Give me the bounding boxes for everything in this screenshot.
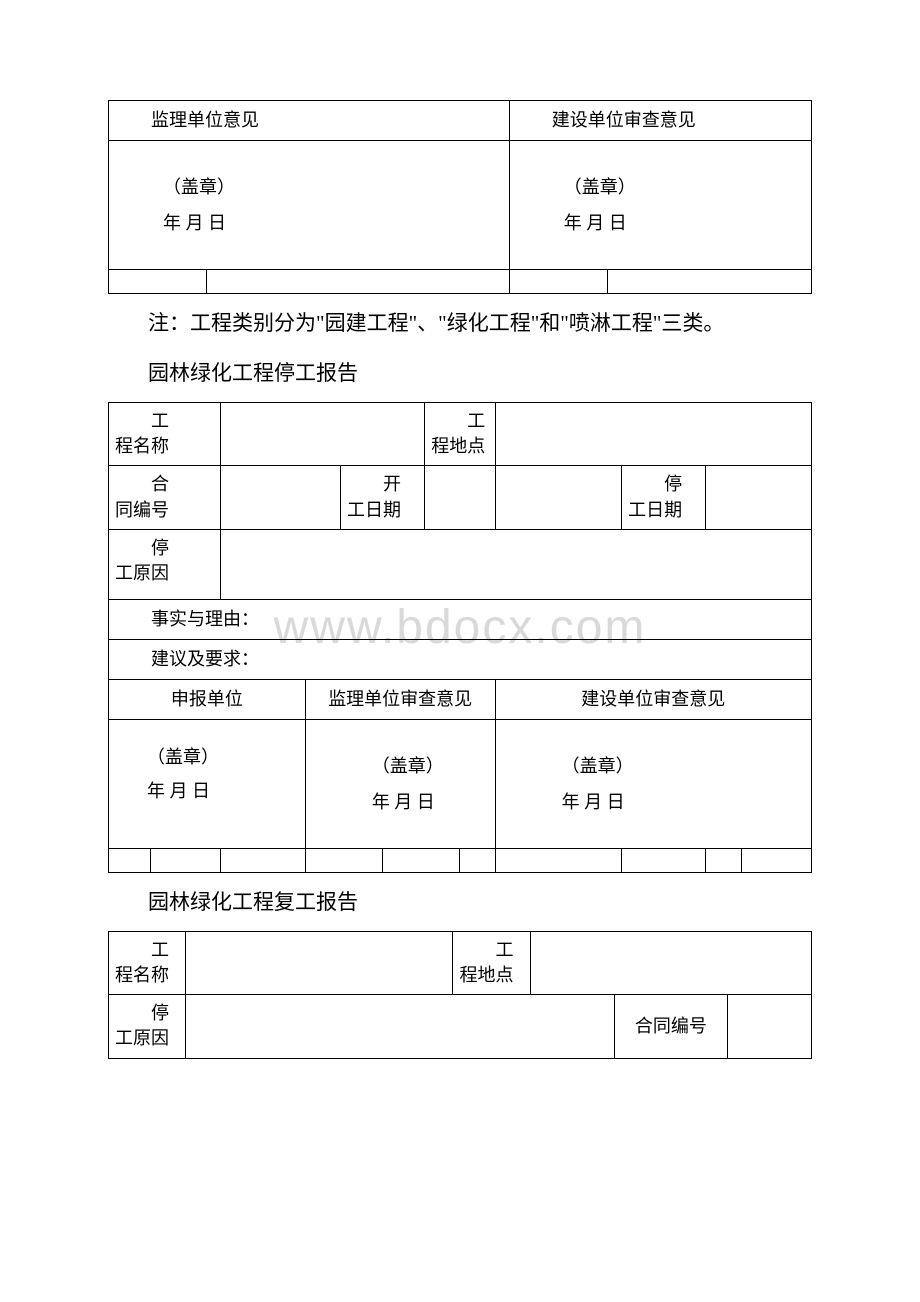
applicant-stamp-cell: （盖章） 年 月 日 [109, 719, 306, 848]
empty-cell [221, 848, 305, 872]
resume-report-table: 工程名称 工程地点 停工原因 合同编号 [108, 931, 812, 1059]
blank-cell [495, 466, 622, 529]
stop-reason-value [186, 995, 615, 1058]
builder-stamp-cell: （盖章） 年 月 日 [509, 141, 811, 270]
note-paragraph: 注：工程类别分为"园建工程"、"绿化工程"和"喷淋工程"三类。 [108, 302, 812, 344]
builder-stamp-cell: （盖章） 年 月 日 [495, 719, 811, 848]
empty-cell [305, 848, 382, 872]
empty-cell [608, 270, 812, 294]
empty-cell [109, 270, 207, 294]
stop-reason-label: 停工原因 [109, 529, 221, 599]
stop-report-table: 工程名称 工程地点 合同编号 开工日期 停工日期 停工原 [108, 402, 812, 873]
empty-cell [495, 848, 622, 872]
supervisor-stamp-cell: （盖章） 年 月 日 [109, 141, 510, 270]
empty-cell [207, 270, 509, 294]
stamp-label: （盖章） [163, 169, 493, 205]
stamp-label: （盖章） [564, 169, 795, 205]
stop-date-value [706, 466, 812, 529]
project-name-value [186, 931, 453, 994]
opinions-table: 监理单位意见 建设单位审查意见 （盖章） 年 月 日 （盖章） 年 月 日 [108, 100, 812, 294]
date-label: 年 月 日 [564, 205, 795, 241]
project-name-label: 工程名称 [109, 931, 186, 994]
project-name-value [221, 403, 425, 466]
builder-review-header: 建设单位审查意见 [495, 679, 811, 719]
suggestions-label: 建议及要求： [109, 639, 812, 679]
stamp-label: （盖章） [147, 740, 289, 774]
stamp-label: （盖章） [372, 748, 479, 784]
start-date-value [425, 466, 495, 529]
project-name-label: 工程名称 [109, 403, 221, 466]
date-label: 年 月 日 [147, 774, 289, 808]
project-location-value [530, 931, 811, 994]
empty-cell [509, 270, 607, 294]
empty-cell [151, 848, 221, 872]
date-label: 年 月 日 [372, 784, 479, 820]
contract-no-label: 合同编号 [615, 995, 727, 1058]
builder-opinion-header: 建设单位审查意见 [509, 101, 811, 141]
start-date-label: 开工日期 [340, 466, 424, 529]
applicant-header: 申报单位 [109, 679, 306, 719]
stop-date-label: 停工日期 [622, 466, 706, 529]
supervisor-review-header: 监理单位审查意见 [305, 679, 495, 719]
contract-no-value [727, 995, 811, 1058]
empty-cell [109, 848, 151, 872]
date-label: 年 月 日 [562, 784, 795, 820]
contract-no-value [221, 466, 341, 529]
stop-reason-value [221, 529, 812, 599]
contract-no-label: 合同编号 [109, 466, 221, 529]
empty-cell [383, 848, 460, 872]
empty-cell [706, 848, 741, 872]
resume-report-title: 园林绿化工程复工报告 [108, 881, 812, 923]
stop-reason-label: 停工原因 [109, 995, 186, 1058]
stop-report-title: 园林绿化工程停工报告 [108, 352, 812, 394]
facts-label: 事实与理由： [109, 599, 812, 639]
project-location-label: 工程地点 [453, 931, 530, 994]
supervisor-opinion-header: 监理单位意见 [109, 101, 510, 141]
date-label: 年 月 日 [163, 205, 493, 241]
project-location-value [495, 403, 811, 466]
empty-cell [741, 848, 811, 872]
supervisor-stamp-cell: （盖章） 年 月 日 [305, 719, 495, 848]
stamp-label: （盖章） [562, 748, 795, 784]
empty-cell [460, 848, 495, 872]
empty-cell [622, 848, 706, 872]
project-location-label: 工程地点 [425, 403, 495, 466]
